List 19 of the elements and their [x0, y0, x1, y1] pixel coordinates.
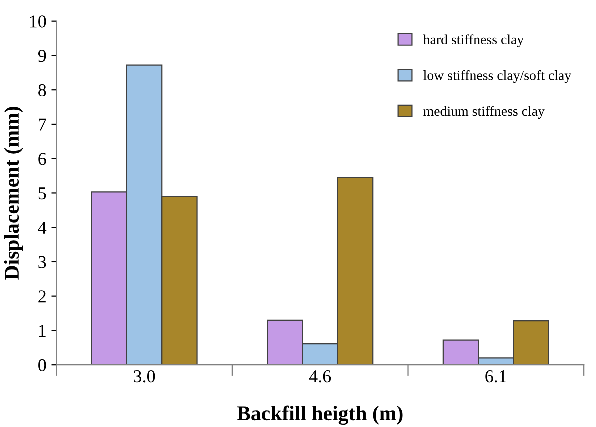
y-tick-label: 2	[38, 290, 46, 303]
legend-label: hard stiffness clay	[423, 34, 524, 48]
x-tick-label: 4.6	[309, 370, 332, 383]
x-axis-title: Backfill heigth (m)	[237, 406, 403, 426]
y-tick-label: 5	[38, 188, 46, 200]
y-tick-label: 1	[39, 325, 46, 337]
x-tick-label: 6.1	[486, 370, 506, 383]
legend-label: medium stiffness clay	[424, 106, 545, 119]
y-tick-label: 10	[30, 16, 46, 28]
x-tick-label: 3.0	[134, 370, 156, 383]
y-tick-label: 4	[38, 222, 47, 234]
y-tick-label: 0	[38, 359, 46, 372]
y-tick-label: 6	[38, 153, 46, 166]
y-tick-label: 7	[39, 118, 46, 131]
y-axis-title: Displacement (mm)	[4, 107, 24, 280]
y-tick-label: 8	[38, 84, 46, 97]
y-tick-label: 9	[38, 50, 46, 62]
y-tick-label: 3	[38, 256, 46, 268]
legend-label: low stiffness clay/soft clay	[424, 70, 572, 84]
